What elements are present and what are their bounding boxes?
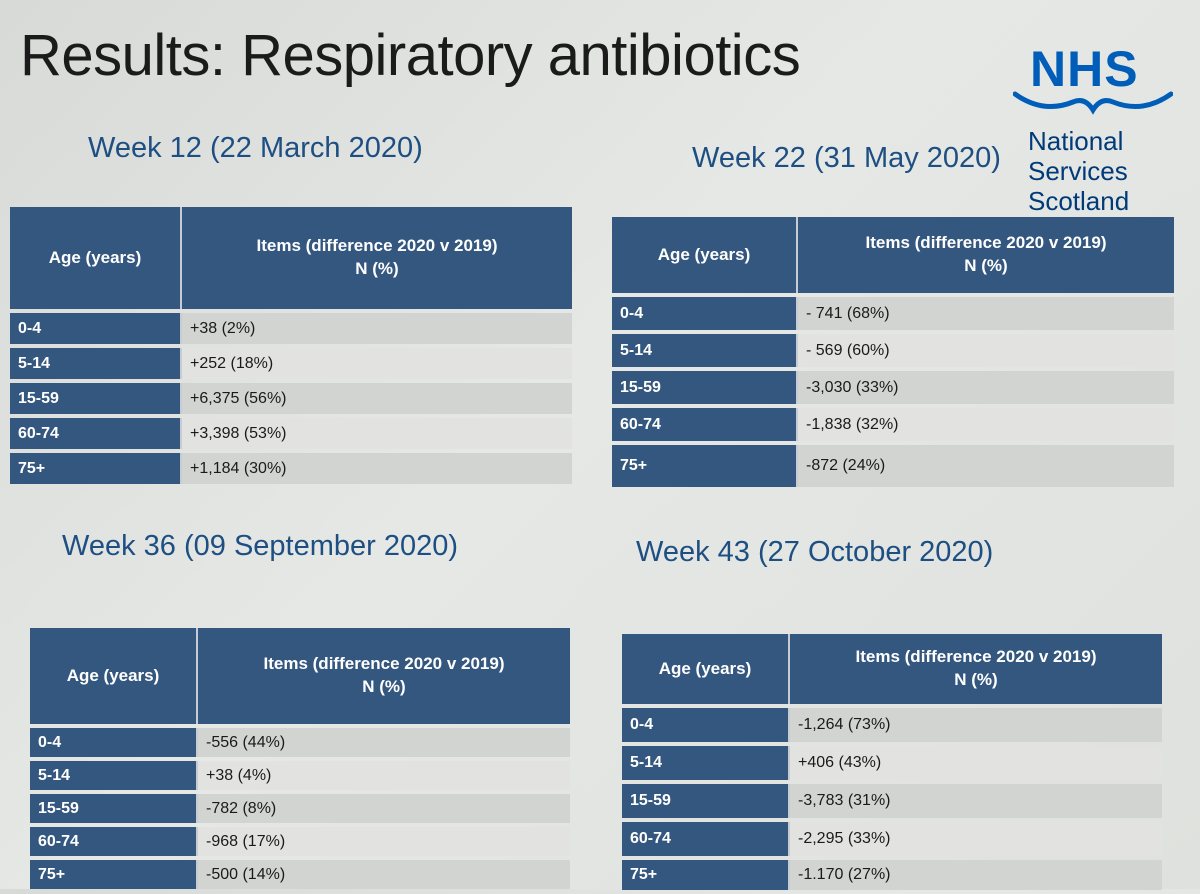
items-header-line-2: N (%) bbox=[964, 256, 1008, 275]
items-header-line-2: N (%) bbox=[362, 677, 406, 696]
value-cell: -556 (44%) bbox=[198, 728, 570, 757]
age-cell: 15-59 bbox=[30, 794, 198, 823]
table-row: 0-4 - 741 (68%) bbox=[612, 297, 1174, 330]
age-cell: 60-74 bbox=[612, 408, 798, 441]
age-header: Age (years) bbox=[612, 217, 798, 293]
value-cell: -872 (24%) bbox=[798, 445, 1174, 487]
table-row: 0-4 -556 (44%) bbox=[30, 728, 570, 757]
value-cell: +406 (43%) bbox=[790, 746, 1162, 780]
age-cell: 75+ bbox=[30, 860, 198, 889]
value-cell: -782 (8%) bbox=[198, 794, 570, 823]
logo-line-1: National bbox=[1028, 126, 1124, 156]
items-header-line-1: Items (difference 2020 v 2019) bbox=[256, 236, 498, 256]
age-cell: 5-14 bbox=[10, 348, 182, 379]
value-cell: +6,375 (56%) bbox=[182, 383, 572, 414]
slide-title: Results: Respiratory antibiotics bbox=[20, 23, 801, 88]
age-cell: 0-4 bbox=[622, 708, 790, 742]
header-row: Age (years) Items (difference 2020 v 201… bbox=[10, 207, 572, 309]
week-36-title: Week 36 (09 September 2020) bbox=[62, 530, 459, 562]
items-header-line-2: N (%) bbox=[355, 259, 399, 278]
table-row: 60-74 -968 (17%) bbox=[30, 827, 570, 856]
table-row: 15-59 -3,783 (31%) bbox=[622, 784, 1162, 818]
week-36-table: Age (years) Items (difference 2020 v 201… bbox=[30, 624, 570, 893]
value-cell: +3,398 (53%) bbox=[182, 418, 572, 449]
age-cell: 15-59 bbox=[10, 383, 182, 414]
value-cell: +38 (4%) bbox=[198, 761, 570, 790]
table-row: 60-74 +3,398 (53%) bbox=[10, 418, 572, 449]
items-header-line-1: Items (difference 2020 v 2019) bbox=[855, 647, 1097, 667]
value-cell: +252 (18%) bbox=[182, 348, 572, 379]
table-row: 0-4 -1,264 (73%) bbox=[622, 708, 1162, 742]
items-header-line-1: Items (difference 2020 v 2019) bbox=[865, 233, 1107, 253]
table-row: 15-59 -3,030 (33%) bbox=[612, 371, 1174, 404]
items-header-line-2: N (%) bbox=[954, 670, 998, 689]
table-row: 15-59 +6,375 (56%) bbox=[10, 383, 572, 414]
value-cell: -2,295 (33%) bbox=[790, 822, 1162, 856]
table-row: 75+ -872 (24%) bbox=[612, 445, 1174, 487]
week-22-table: Age (years) Items (difference 2020 v 201… bbox=[612, 213, 1174, 491]
value-cell: -500 (14%) bbox=[198, 860, 570, 889]
age-cell: 0-4 bbox=[30, 728, 198, 757]
table-row: 60-74 -2,295 (33%) bbox=[622, 822, 1162, 856]
value-cell: -1,838 (32%) bbox=[798, 408, 1174, 441]
age-cell: 0-4 bbox=[612, 297, 798, 330]
table-row: 5-14 +406 (43%) bbox=[622, 746, 1162, 780]
table-row: 75+ +1,184 (30%) bbox=[10, 453, 572, 484]
items-header: Items (difference 2020 v 2019) N (%) bbox=[182, 207, 572, 309]
week-43-title: Week 43 (27 October 2020) bbox=[636, 536, 994, 568]
age-header: Age (years) bbox=[10, 207, 182, 309]
value-cell: -1,264 (73%) bbox=[790, 708, 1162, 742]
age-cell: 60-74 bbox=[622, 822, 790, 856]
age-header: Age (years) bbox=[30, 628, 198, 724]
week-12-title: Week 12 (22 March 2020) bbox=[88, 132, 423, 164]
header-row: Age (years) Items (difference 2020 v 201… bbox=[622, 634, 1162, 704]
logo-brand: NHS bbox=[1030, 41, 1139, 97]
age-cell: 75+ bbox=[622, 860, 790, 890]
age-header: Age (years) bbox=[622, 634, 790, 704]
week-22-title: Week 22 (31 May 2020) bbox=[692, 142, 1001, 174]
value-cell: - 741 (68%) bbox=[798, 297, 1174, 330]
value-cell: +38 (2%) bbox=[182, 313, 572, 344]
table-row: 5-14 +252 (18%) bbox=[10, 348, 572, 379]
wave-icon bbox=[1013, 91, 1173, 115]
age-cell: 60-74 bbox=[10, 418, 182, 449]
value-cell: -3,030 (33%) bbox=[798, 371, 1174, 404]
age-cell: 5-14 bbox=[612, 334, 798, 367]
value-cell: -3,783 (31%) bbox=[790, 784, 1162, 818]
value-cell: -1.170 (27%) bbox=[790, 860, 1162, 890]
table-row: 60-74 -1,838 (32%) bbox=[612, 408, 1174, 441]
items-header: Items (difference 2020 v 2019) N (%) bbox=[790, 634, 1162, 704]
week-43-table: Age (years) Items (difference 2020 v 201… bbox=[622, 630, 1162, 894]
age-cell: 5-14 bbox=[30, 761, 198, 790]
logo-line-2: Services bbox=[1028, 156, 1128, 186]
table-row: 5-14 - 569 (60%) bbox=[612, 334, 1174, 367]
value-cell: -968 (17%) bbox=[198, 827, 570, 856]
table-row: 5-14 +38 (4%) bbox=[30, 761, 570, 790]
items-header: Items (difference 2020 v 2019) N (%) bbox=[198, 628, 570, 724]
table-row: 0-4 +38 (2%) bbox=[10, 313, 572, 344]
age-cell: 0-4 bbox=[10, 313, 182, 344]
age-cell: 15-59 bbox=[622, 784, 790, 818]
age-cell: 5-14 bbox=[622, 746, 790, 780]
header-row: Age (years) Items (difference 2020 v 201… bbox=[612, 217, 1174, 293]
logo-line-3: Scotland bbox=[1028, 186, 1130, 216]
value-cell: +1,184 (30%) bbox=[182, 453, 572, 484]
table-row: 75+ -1.170 (27%) bbox=[622, 860, 1162, 890]
header-row: Age (years) Items (difference 2020 v 201… bbox=[30, 628, 570, 724]
items-header: Items (difference 2020 v 2019) N (%) bbox=[798, 217, 1174, 293]
week-12-table: Age (years) Items (difference 2020 v 201… bbox=[10, 203, 572, 488]
items-header-line-1: Items (difference 2020 v 2019) bbox=[263, 654, 505, 674]
nhs-logo: NHS National Services Scotland bbox=[1010, 40, 1185, 216]
table-row: 75+ -500 (14%) bbox=[30, 860, 570, 889]
age-cell: 15-59 bbox=[612, 371, 798, 404]
value-cell: - 569 (60%) bbox=[798, 334, 1174, 367]
age-cell: 60-74 bbox=[30, 827, 198, 856]
age-cell: 75+ bbox=[612, 445, 798, 487]
table-row: 15-59 -782 (8%) bbox=[30, 794, 570, 823]
age-cell: 75+ bbox=[10, 453, 182, 484]
